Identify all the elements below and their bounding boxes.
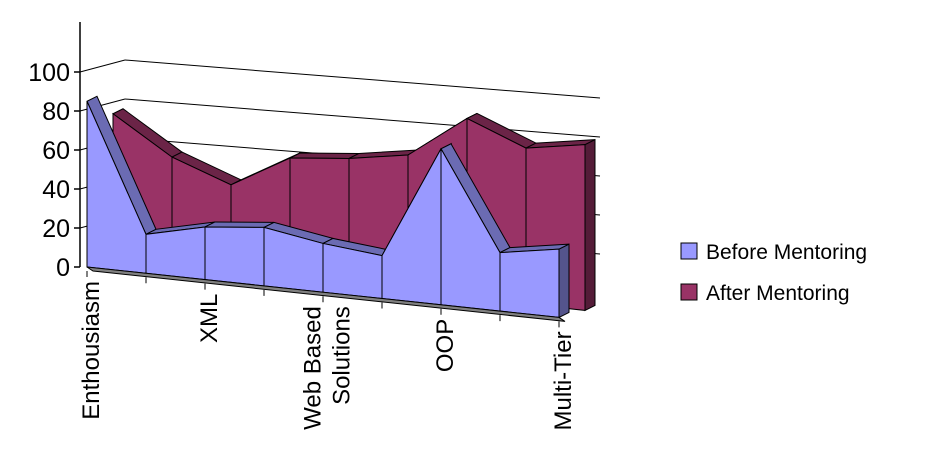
category-label: Multi-Tier [550, 331, 577, 430]
category-label-line: OOP [432, 319, 459, 372]
gridline [124, 59, 601, 99]
legend-swatch-after-mentoring [680, 283, 698, 301]
value-tick-label: 20 [42, 215, 70, 243]
category-label-line: XML [196, 294, 223, 343]
category-label-line: Solutions [329, 306, 356, 405]
category-label: XML [196, 294, 223, 343]
category-label-line: Web Based [300, 306, 327, 430]
value-tick-label: 80 [42, 98, 70, 126]
legend-label-after-mentoring: After Mentoring [706, 282, 850, 305]
category-axis-labels: Enthousiasm XML Web Based Solutions OOP Multi… [78, 281, 577, 431]
legend: Before Mentoring After Mentoring [680, 241, 867, 305]
value-tick-label: 40 [42, 176, 70, 204]
gridline [79, 59, 126, 73]
value-tick-label: 60 [42, 137, 70, 165]
value-tick-label: 100 [28, 59, 70, 87]
legend-label-before-mentoring: Before Mentoring [706, 241, 867, 264]
category-label-line: Multi-Tier [550, 331, 577, 430]
category-label: Enthousiasm [78, 281, 105, 420]
category-label: OOP [432, 319, 459, 372]
category-label: Web Based Solutions [300, 306, 356, 430]
floor-strip [86, 266, 566, 322]
series-before-mentoring [86, 95, 570, 328]
value-tick-label: 0 [56, 254, 70, 282]
value-axis-ticks: 0 20 40 60 80 100 [28, 59, 80, 282]
legend-swatch-before-mentoring [680, 242, 698, 260]
gridline [124, 98, 601, 138]
category-label-line: Enthousiasm [78, 281, 105, 420]
after-mentoring-end-cap [584, 138, 596, 312]
before-mentoring-end-cap [558, 243, 570, 319]
